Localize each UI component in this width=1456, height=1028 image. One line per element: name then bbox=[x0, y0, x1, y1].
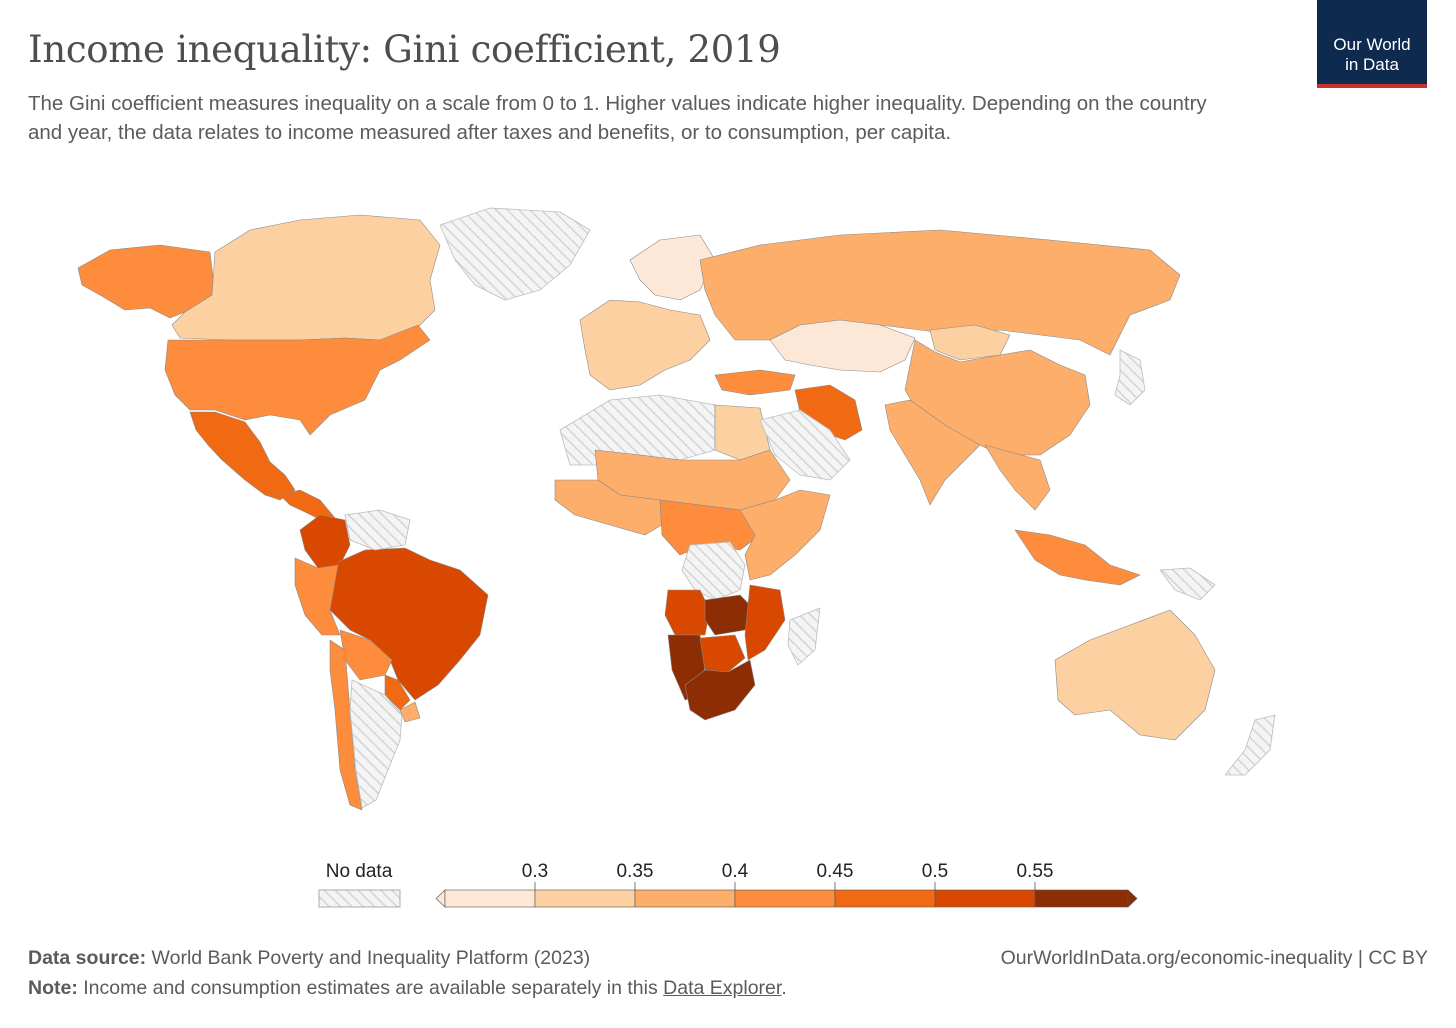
license-text[interactable]: | CC BY bbox=[1357, 947, 1428, 969]
legend-tick-label: 0.55 bbox=[1017, 861, 1054, 882]
region-colombia[interactable] bbox=[299, 514, 351, 569]
legend-no-data-label: No data bbox=[326, 861, 393, 882]
region-madagascar[interactable] bbox=[787, 607, 821, 666]
world-map bbox=[77, 207, 1276, 811]
region-east-africa[interactable] bbox=[739, 489, 831, 581]
region-australia[interactable] bbox=[1054, 609, 1216, 741]
region-turkey[interactable] bbox=[714, 369, 796, 396]
region-egypt[interactable] bbox=[714, 404, 771, 461]
region-angola[interactable] bbox=[664, 589, 711, 636]
region-paraguay[interactable] bbox=[384, 674, 411, 711]
region-uruguay[interactable] bbox=[399, 701, 421, 723]
legend-bin-2 bbox=[634, 889, 736, 908]
region-united-states[interactable] bbox=[164, 324, 431, 436]
source-text: World Bank Poverty and Inequality Platfo… bbox=[151, 947, 591, 969]
legend-left-arrow bbox=[435, 889, 446, 908]
legend-tick-label: 0.45 bbox=[817, 861, 854, 882]
region-dr-congo[interactable] bbox=[681, 541, 746, 601]
region-japan[interactable] bbox=[1114, 349, 1146, 406]
region-north-africa[interactable] bbox=[559, 394, 716, 466]
region-venezuela[interactable] bbox=[344, 509, 411, 551]
legend-tick-label: 0.5 bbox=[922, 861, 948, 882]
region-russia[interactable] bbox=[699, 229, 1181, 356]
chart-title: Income inequality: Gini coefficient, 201… bbox=[28, 28, 781, 71]
region-southeast-asia[interactable] bbox=[984, 444, 1051, 511]
region-mongolia[interactable] bbox=[929, 324, 1011, 361]
region-western-europe[interactable] bbox=[579, 299, 711, 391]
region-greenland[interactable] bbox=[439, 207, 591, 301]
legend-bin-0 bbox=[444, 889, 536, 908]
region-west-africa[interactable] bbox=[554, 479, 671, 536]
region-papua-new-guinea[interactable] bbox=[1159, 567, 1216, 601]
region-kazakhstan[interactable] bbox=[769, 319, 916, 373]
region-saudi-arabia[interactable] bbox=[759, 409, 851, 481]
region-mexico[interactable] bbox=[189, 411, 296, 501]
legend-tick-label: 0.3 bbox=[522, 861, 548, 882]
chart-subtitle: The Gini coefficient measures inequality… bbox=[28, 92, 1207, 144]
source-url-link[interactable]: OurWorldInData.org/economic-inequality bbox=[1000, 947, 1353, 969]
region-indonesia[interactable] bbox=[1014, 529, 1141, 586]
region-brazil[interactable] bbox=[327, 547, 489, 701]
legend-bin-3 bbox=[734, 889, 836, 908]
legend-bin-4 bbox=[834, 889, 936, 908]
map-legend: No data 0.3 0.35 0.4 0.45 0.5 0.55 bbox=[318, 861, 1138, 908]
legend-bin-5 bbox=[934, 889, 1036, 908]
legend-no-data-swatch bbox=[318, 889, 401, 908]
legend-right-arrow bbox=[1127, 889, 1138, 908]
region-botswana[interactable] bbox=[699, 634, 746, 673]
region-alaska[interactable] bbox=[77, 244, 216, 319]
region-peru[interactable] bbox=[294, 557, 341, 636]
region-nordics[interactable] bbox=[629, 234, 716, 301]
region-mozambique[interactable] bbox=[744, 584, 786, 661]
region-chile[interactable] bbox=[329, 639, 363, 811]
note-label: Note: bbox=[28, 977, 78, 999]
region-india[interactable] bbox=[884, 399, 981, 506]
legend-bin-6 bbox=[1034, 889, 1129, 908]
footer: Data source: World Bank Poverty and Ineq… bbox=[28, 943, 1428, 1003]
legend-tick-label: 0.4 bbox=[722, 861, 749, 882]
source-label: Data source: bbox=[28, 947, 147, 969]
region-new-zealand[interactable] bbox=[1224, 714, 1276, 776]
region-zambia[interactable] bbox=[704, 594, 756, 636]
footer-url-group: OurWorldInData.org/economic-inequality |… bbox=[1001, 943, 1428, 973]
logo-line-2: in Data bbox=[1345, 55, 1399, 74]
legend-tick-label: 0.35 bbox=[617, 861, 654, 882]
owid-logo[interactable]: Our World in Data bbox=[1317, 0, 1427, 88]
region-central-africa[interactable] bbox=[659, 499, 761, 556]
note-end: . bbox=[781, 977, 787, 999]
note-text: Income and consumption estimates are ava… bbox=[83, 977, 658, 999]
legend-bin-1 bbox=[534, 889, 636, 908]
region-argentina[interactable] bbox=[349, 679, 403, 809]
data-explorer-link[interactable]: Data Explorer bbox=[663, 977, 782, 999]
region-south-africa[interactable] bbox=[684, 659, 756, 721]
logo-line-1: Our World bbox=[1333, 35, 1411, 54]
